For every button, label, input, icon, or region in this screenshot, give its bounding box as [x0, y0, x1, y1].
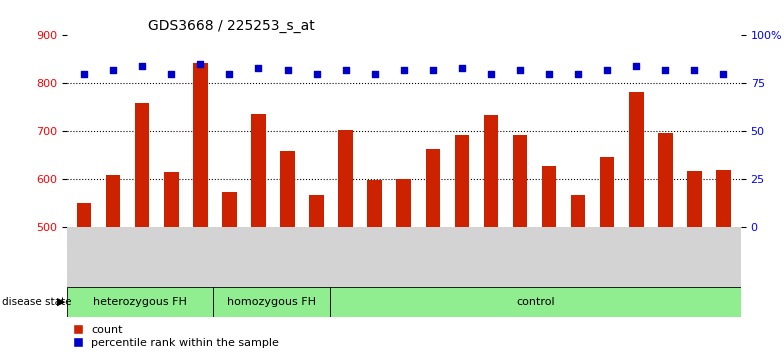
Text: heterozygous FH: heterozygous FH — [93, 297, 187, 307]
Point — [136, 63, 148, 69]
Bar — [542, 166, 557, 227]
Point — [426, 67, 439, 73]
Text: homozygous FH: homozygous FH — [227, 297, 316, 307]
Point — [688, 67, 701, 73]
Text: disease state: disease state — [2, 297, 71, 307]
Point — [368, 71, 381, 76]
Bar — [339, 130, 353, 227]
Point — [717, 71, 730, 76]
Point — [281, 67, 294, 73]
Point — [659, 67, 672, 73]
Bar — [716, 170, 731, 227]
Bar — [331, 287, 741, 317]
Text: control: control — [517, 297, 555, 307]
Point — [601, 67, 613, 73]
Point — [339, 67, 352, 73]
Bar — [310, 195, 324, 227]
Bar — [135, 103, 150, 227]
Bar — [484, 115, 498, 227]
Bar — [280, 151, 295, 227]
Bar — [67, 287, 213, 317]
Point — [485, 71, 497, 76]
Bar — [658, 133, 673, 227]
Bar — [222, 192, 237, 227]
Bar — [251, 114, 266, 227]
Point — [78, 71, 90, 76]
Point — [252, 65, 265, 71]
Bar — [397, 179, 411, 227]
Bar — [164, 172, 179, 227]
Text: ▶: ▶ — [57, 297, 65, 307]
Bar — [368, 180, 382, 227]
Bar — [213, 287, 331, 317]
Point — [310, 71, 323, 76]
Bar — [455, 135, 469, 227]
Point — [107, 67, 119, 73]
Bar — [426, 149, 440, 227]
Point — [194, 61, 207, 67]
Point — [456, 65, 468, 71]
Point — [572, 71, 584, 76]
Point — [223, 71, 236, 76]
Bar — [600, 157, 615, 227]
Point — [514, 67, 526, 73]
Bar — [77, 202, 92, 227]
Point — [630, 63, 643, 69]
Bar — [193, 63, 208, 227]
Text: GDS3668 / 225253_s_at: GDS3668 / 225253_s_at — [147, 19, 314, 33]
Point — [165, 71, 177, 76]
Point — [397, 67, 410, 73]
Point — [543, 71, 555, 76]
Legend: count, percentile rank within the sample: count, percentile rank within the sample — [72, 324, 280, 349]
Bar — [687, 171, 702, 227]
Bar — [629, 92, 644, 227]
Bar — [513, 135, 528, 227]
Bar — [106, 175, 121, 227]
Bar — [571, 195, 586, 227]
